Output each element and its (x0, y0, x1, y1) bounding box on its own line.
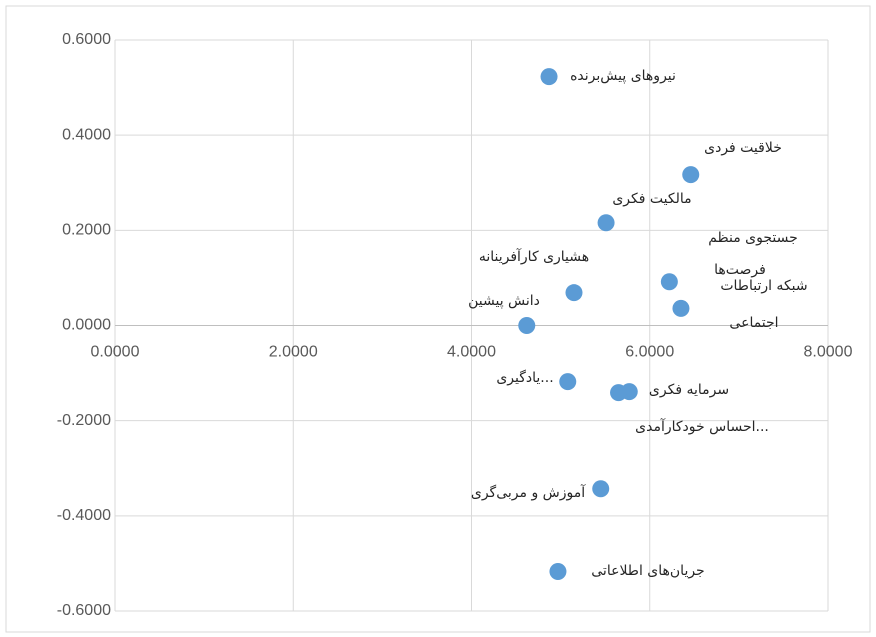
point-label: اجتماعی (729, 315, 778, 331)
point (598, 214, 615, 231)
point-label: احساس خودکارآمدی... (635, 418, 769, 435)
point-label: جریان‌های اطلاعاتی (591, 563, 704, 579)
y-tick-label: -0.6000 (57, 602, 111, 619)
x-tick-label: 6.0000 (625, 344, 674, 361)
point-label: خلاقیت فردی (704, 140, 782, 156)
x-tick-label: 0.0000 (91, 344, 140, 361)
point-label: جستجوی منظم (708, 230, 798, 246)
point-label: شبکه ارتباطات (720, 278, 807, 294)
point (682, 166, 699, 183)
point (610, 384, 627, 401)
point-label: آموزش و مربی‌گری (471, 484, 586, 501)
point-label: هشیاری کارآفرینانه (479, 248, 589, 265)
point (559, 373, 576, 390)
point (565, 284, 582, 301)
point-label: مالکیت فکری (612, 191, 691, 207)
chart: -0.6000 -0.4000 -0.2000 0.0000 0.2000 0.4000 0… (0, 0, 876, 637)
point-label: سرمایه فکری (649, 382, 729, 398)
page: {"chart_data": {"type": "scatter", "x": … (0, 0, 876, 637)
y-tick-label: -0.2000 (57, 412, 111, 429)
point-label: یادگیری... (496, 369, 553, 386)
point (672, 300, 689, 317)
point-label: فرصت‌ها (714, 262, 766, 278)
y-tick-label: 0.4000 (62, 126, 111, 143)
point (661, 273, 678, 290)
point-label: دانش پیشین (468, 293, 540, 309)
x-tick-label: 2.0000 (269, 344, 318, 361)
y-tick-label: 0.2000 (62, 222, 111, 239)
y-tick-label: 0.0000 (62, 317, 111, 334)
point (592, 480, 609, 497)
point (549, 563, 566, 580)
x-tick-label: 4.0000 (447, 344, 496, 361)
point-label: نیروهای پیش‌برنده (570, 68, 676, 84)
y-tick-label: 0.6000 (62, 31, 111, 48)
y-tick-label: -0.4000 (57, 507, 111, 524)
point (541, 68, 558, 85)
point (518, 317, 535, 334)
x-tick-label: 8.0000 (804, 344, 853, 361)
